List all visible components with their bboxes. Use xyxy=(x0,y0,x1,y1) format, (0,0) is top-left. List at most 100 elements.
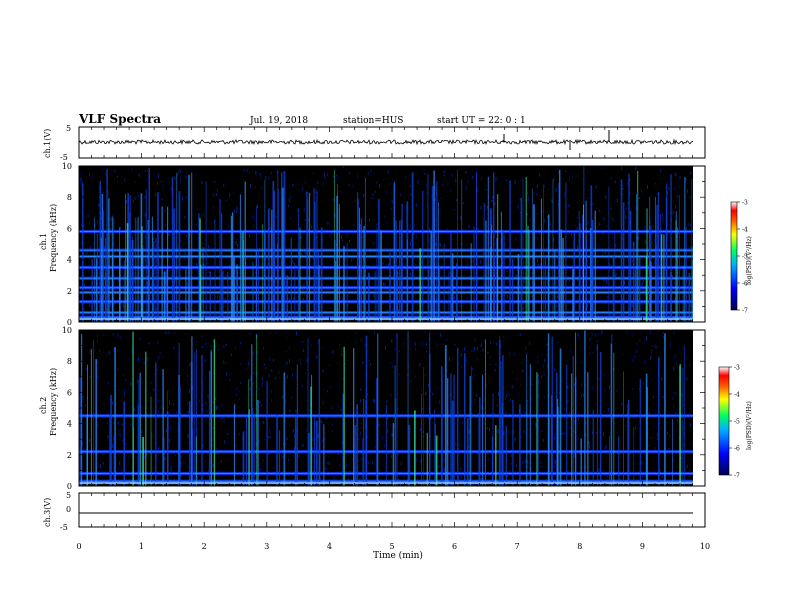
spectrogram-noise xyxy=(180,461,182,465)
spectrogram-noise xyxy=(303,294,305,297)
spectrogram-noise xyxy=(676,394,678,396)
spectrogram-noise xyxy=(329,364,331,366)
spectrogram-noise xyxy=(612,418,614,422)
y-tick-label: 2 xyxy=(67,287,72,296)
spectrogram-burst xyxy=(227,272,229,322)
spectrogram-noise xyxy=(481,177,483,181)
spectrogram-burst xyxy=(244,181,246,322)
spectrogram-noise xyxy=(517,205,519,209)
spectrogram-burst xyxy=(684,177,686,322)
spectrogram-noise xyxy=(332,350,334,354)
spectrogram-noise xyxy=(395,334,397,338)
ch1-spec-ylabel-top: ch.1 xyxy=(39,233,48,250)
spectrogram-noise xyxy=(471,367,473,370)
spectrogram-noise xyxy=(122,373,124,376)
spectrogram-noise xyxy=(112,401,113,405)
spectrogram-noise xyxy=(397,478,399,481)
spectrogram-noise xyxy=(376,223,378,225)
spectrogram-noise xyxy=(568,179,570,182)
spectrogram-noise xyxy=(511,462,512,466)
spectrogram-burst xyxy=(559,348,562,486)
spectrogram-burst xyxy=(125,194,126,322)
spectrogram-burst xyxy=(650,262,652,322)
spectrogram-noise xyxy=(413,231,415,235)
x-tick-label: 8 xyxy=(577,542,582,551)
spectrogram-noise xyxy=(325,467,327,471)
spectrogram-burst xyxy=(236,270,239,322)
spectrogram-noise xyxy=(436,388,438,390)
spectrogram-noise xyxy=(286,350,288,352)
spectrogram-noise xyxy=(107,381,109,385)
spectrogram-noise xyxy=(674,281,676,286)
spectrogram-noise xyxy=(410,242,411,247)
spectrogram-burst xyxy=(188,401,191,486)
spectrogram-burst xyxy=(131,239,133,322)
spectrogram-noise xyxy=(514,437,516,442)
spectrogram-noise xyxy=(221,404,223,407)
spectrogram-burst xyxy=(411,172,414,322)
spectrogram-noise xyxy=(639,339,641,343)
spectrogram-noise xyxy=(147,357,149,361)
spectrogram-noise xyxy=(201,213,203,216)
spectrogram-noise xyxy=(261,303,263,305)
spectrogram-noise xyxy=(262,459,264,462)
spectrogram-noise xyxy=(355,340,357,344)
spectrogram-noise xyxy=(249,312,251,317)
spectrogram-burst xyxy=(214,219,216,322)
spectrogram-noise xyxy=(347,359,348,361)
spectrogram-noise xyxy=(102,167,104,170)
spectrogram-noise xyxy=(297,183,299,185)
spectrogram-noise xyxy=(541,430,543,432)
spectrogram-noise xyxy=(547,364,549,368)
spectrogram-noise xyxy=(503,431,505,436)
spectrogram-noise xyxy=(369,250,371,254)
spectrogram-burst xyxy=(592,410,594,486)
spectrogram-noise xyxy=(383,282,385,286)
spectrogram-burst xyxy=(112,254,114,322)
spectrogram-noise xyxy=(294,446,295,450)
spectrogram-noise xyxy=(536,193,538,196)
spectrogram-noise xyxy=(554,466,556,468)
spectrogram-noise xyxy=(387,263,389,267)
spectrogram-noise xyxy=(108,446,110,449)
spectrogram-noise xyxy=(214,181,216,183)
spectrogram-noise xyxy=(635,166,637,171)
spectrogram-burst xyxy=(620,179,623,322)
spectrogram-noise xyxy=(443,467,445,472)
spectrogram-noise xyxy=(565,170,567,173)
spectrogram-noise xyxy=(314,460,316,464)
spectrogram-noise xyxy=(661,476,663,479)
spectrogram-noise xyxy=(424,330,426,334)
spectrogram-noise xyxy=(322,440,323,443)
spectrogram-noise xyxy=(403,473,405,478)
spectrogram-noise xyxy=(455,178,457,183)
spectrogram-noise xyxy=(624,281,625,285)
spectrogram-noise xyxy=(485,363,487,365)
spectrogram-noise xyxy=(509,468,511,473)
spectrogram-noise xyxy=(570,349,572,353)
spectrogram-burst xyxy=(157,192,159,322)
spectrogram-noise xyxy=(443,174,445,177)
spectrogram-noise xyxy=(654,261,655,265)
spectrogram-burst xyxy=(91,259,93,322)
spectrogram-noise xyxy=(508,431,510,434)
spectrogram-noise xyxy=(586,260,588,262)
spectrogram-noise xyxy=(89,172,90,177)
spectrogram-noise xyxy=(216,405,218,409)
spectrogram-noise xyxy=(275,331,277,334)
spectrogram-noise xyxy=(195,223,197,226)
spectrogram-noise xyxy=(585,384,587,387)
spectrogram-noise xyxy=(414,294,416,296)
spectrogram-noise xyxy=(174,454,176,457)
spectrogram-noise xyxy=(265,176,267,180)
spectrogram-burst xyxy=(554,249,556,322)
spectrogram-noise xyxy=(250,184,252,189)
spectrogram-burst xyxy=(242,431,245,486)
spectrogram-burst xyxy=(440,366,443,486)
spectrogram-noise xyxy=(529,341,530,345)
spectrogram-noise xyxy=(491,200,493,203)
spectrogram-burst xyxy=(580,438,582,486)
spectrogram-noise xyxy=(425,343,427,346)
spectrogram-noise xyxy=(476,357,478,362)
spectrogram-noise xyxy=(435,186,437,190)
